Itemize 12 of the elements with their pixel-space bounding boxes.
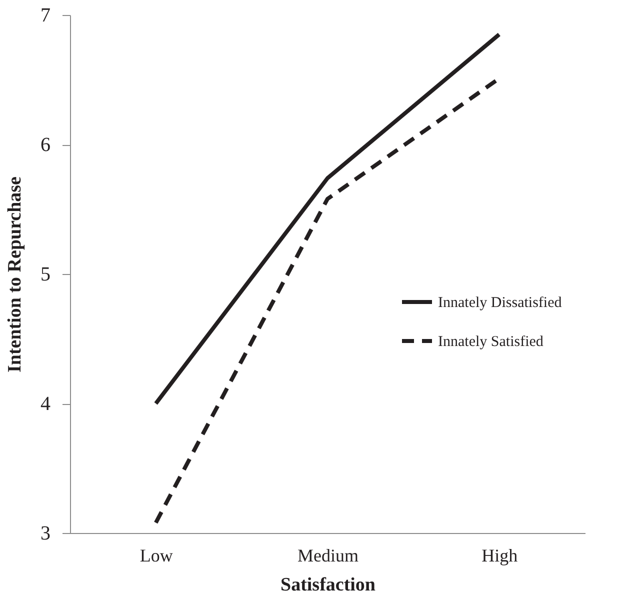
x-axis-title: Satisfaction xyxy=(280,574,376,596)
x-tick-label: Low xyxy=(140,546,173,566)
y-axis-title: Intention to Repurchase xyxy=(4,176,26,372)
y-tick-label: 5 xyxy=(40,264,50,286)
x-tick-label: High xyxy=(482,546,518,566)
legend-label: Innately Satisfied xyxy=(438,334,544,350)
x-tick-label: Medium xyxy=(298,546,358,566)
y-tick-label: 7 xyxy=(40,4,50,26)
y-tick-label: 4 xyxy=(40,393,50,415)
legend-label: Innately Dissatisfied xyxy=(438,295,562,311)
y-tick-label: 3 xyxy=(40,522,50,544)
y-tick-label: 6 xyxy=(40,134,50,156)
